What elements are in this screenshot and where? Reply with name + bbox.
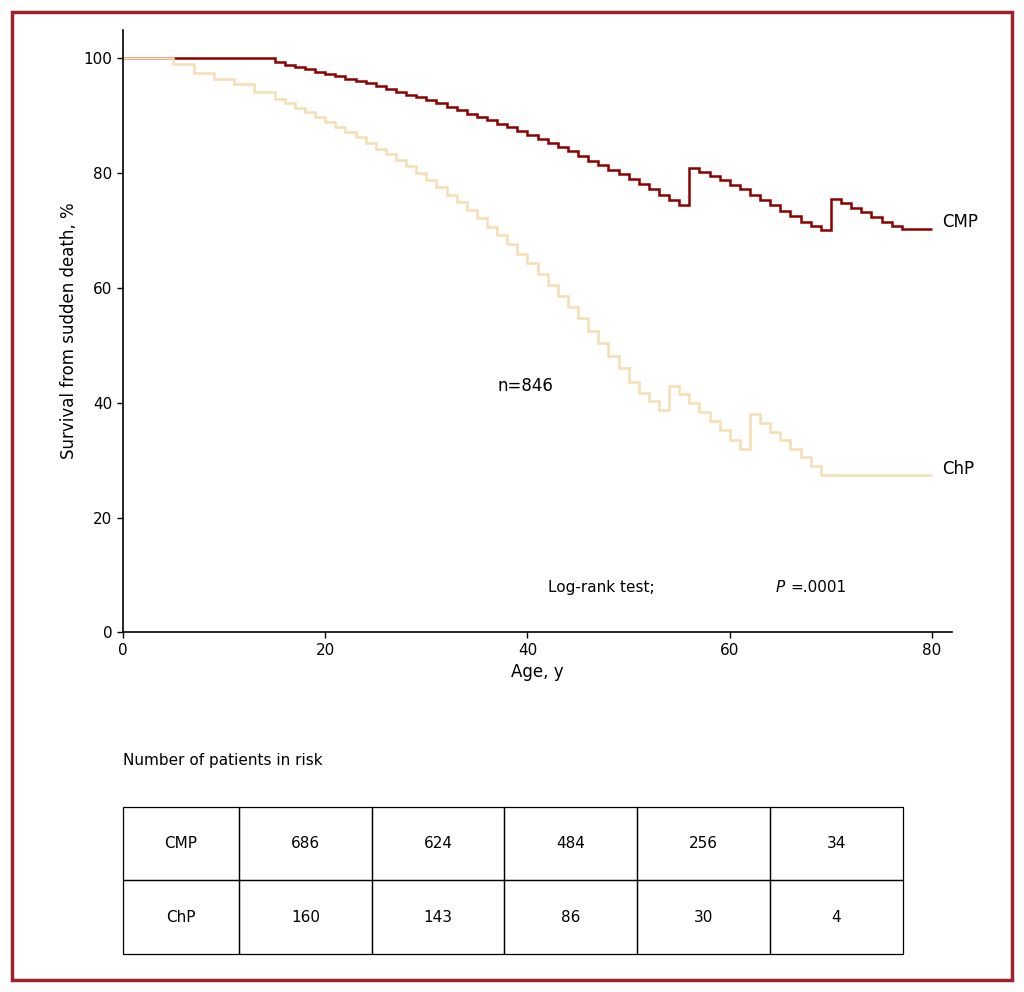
Bar (123, 807, 239, 881)
Text: 4: 4 (831, 910, 841, 925)
Text: 86: 86 (561, 910, 581, 925)
Y-axis label: Survival from sudden death, %: Survival from sudden death, % (60, 202, 78, 459)
Text: n=846: n=846 (497, 377, 553, 396)
Bar (372, 807, 505, 881)
Text: 34: 34 (826, 836, 846, 851)
Bar (505, 881, 637, 953)
Text: 624: 624 (424, 836, 453, 851)
Bar (637, 807, 770, 881)
Bar (770, 807, 902, 881)
Text: 30: 30 (694, 910, 713, 925)
Text: CMP: CMP (165, 836, 198, 851)
Text: 256: 256 (689, 836, 718, 851)
Text: CMP: CMP (942, 213, 978, 231)
Bar (637, 881, 770, 953)
Text: P: P (775, 580, 784, 595)
Text: Number of patients in risk: Number of patients in risk (123, 754, 323, 769)
Bar (770, 881, 902, 953)
Text: ChP: ChP (166, 910, 196, 925)
Text: 143: 143 (424, 910, 453, 925)
Bar (239, 881, 372, 953)
Text: ChP: ChP (942, 460, 974, 478)
Bar (123, 881, 239, 953)
Text: Log-rank test;: Log-rank test; (548, 580, 659, 595)
Text: =.0001: =.0001 (791, 580, 847, 595)
Bar (505, 807, 637, 881)
Text: 484: 484 (556, 836, 585, 851)
Bar (372, 881, 505, 953)
Bar (239, 807, 372, 881)
X-axis label: Age, y: Age, y (511, 664, 564, 682)
Text: 686: 686 (291, 836, 319, 851)
Text: 160: 160 (291, 910, 319, 925)
